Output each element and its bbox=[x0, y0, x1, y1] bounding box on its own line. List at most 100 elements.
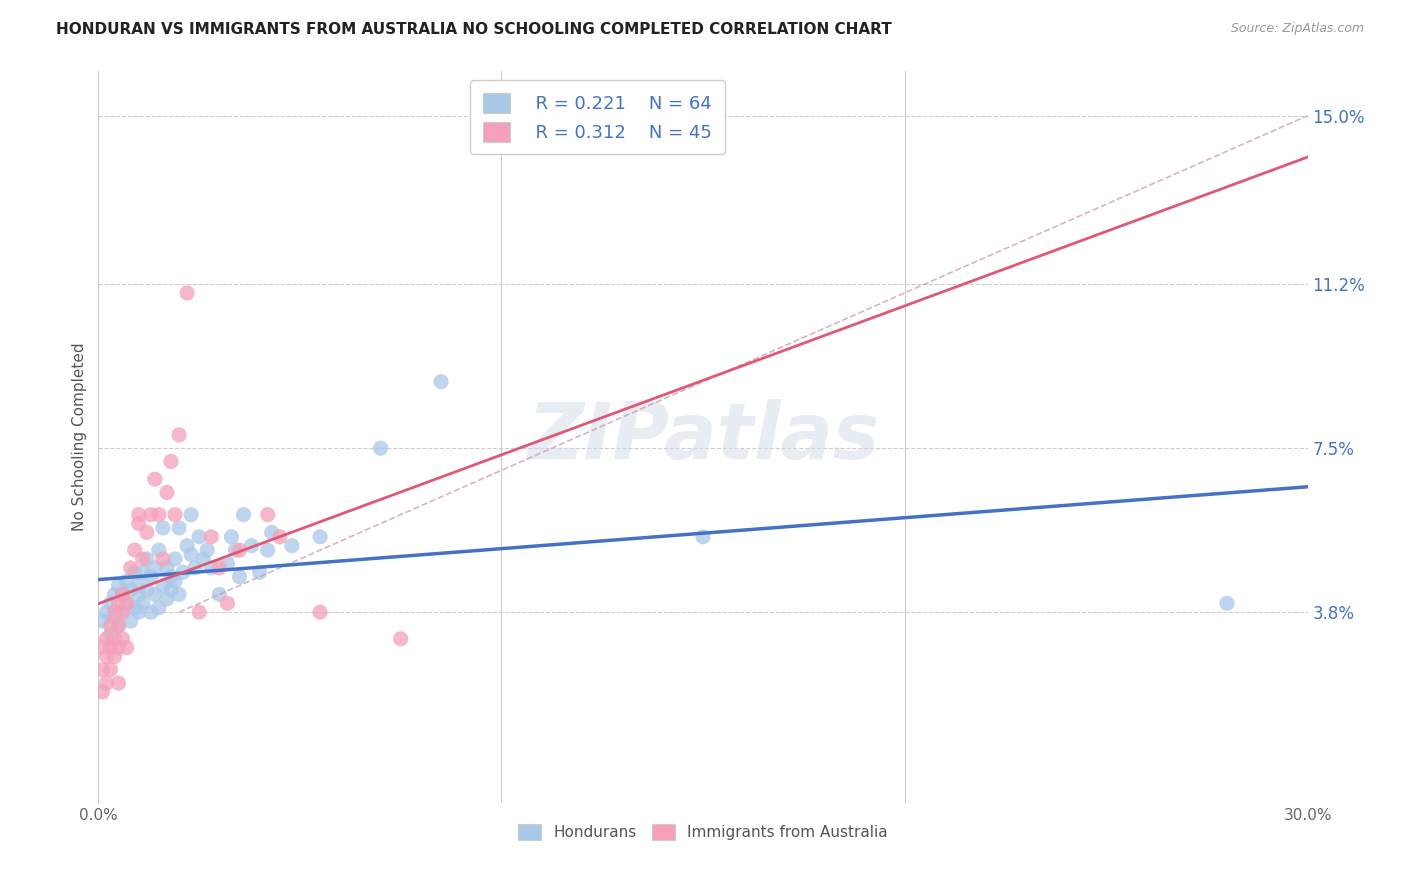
Point bbox=[180, 508, 202, 522]
Point bbox=[143, 561, 166, 575]
Point bbox=[156, 561, 179, 575]
Point bbox=[96, 676, 118, 690]
Point bbox=[200, 561, 222, 575]
Point bbox=[228, 570, 250, 584]
Point bbox=[107, 618, 129, 632]
Point bbox=[128, 516, 150, 531]
Text: Source: ZipAtlas.com: Source: ZipAtlas.com bbox=[1230, 22, 1364, 36]
Point bbox=[143, 587, 166, 601]
Point bbox=[188, 605, 211, 619]
Legend: Hondurans, Immigrants from Australia: Hondurans, Immigrants from Australia bbox=[512, 817, 894, 847]
Point bbox=[156, 591, 179, 606]
Point bbox=[180, 548, 202, 562]
Point bbox=[160, 582, 183, 597]
Point bbox=[152, 552, 174, 566]
Point bbox=[228, 543, 250, 558]
Point bbox=[309, 530, 332, 544]
Point bbox=[91, 614, 114, 628]
Point bbox=[103, 605, 125, 619]
Point bbox=[172, 566, 194, 580]
Point bbox=[281, 539, 304, 553]
Point bbox=[128, 578, 150, 592]
Point bbox=[208, 587, 231, 601]
Point bbox=[132, 552, 155, 566]
Point bbox=[135, 525, 157, 540]
Point bbox=[111, 605, 134, 619]
Point bbox=[103, 632, 125, 646]
Point bbox=[167, 428, 190, 442]
Point bbox=[91, 663, 114, 677]
Point bbox=[152, 521, 174, 535]
Point bbox=[256, 543, 278, 558]
Point bbox=[111, 587, 134, 601]
Point bbox=[128, 605, 150, 619]
Point bbox=[128, 508, 150, 522]
Point bbox=[188, 530, 211, 544]
Point bbox=[124, 600, 146, 615]
Point bbox=[200, 530, 222, 544]
Point bbox=[148, 508, 170, 522]
Point bbox=[100, 663, 122, 677]
Point bbox=[115, 596, 138, 610]
Point bbox=[135, 552, 157, 566]
Point bbox=[389, 632, 412, 646]
Point bbox=[111, 632, 134, 646]
Point bbox=[232, 508, 254, 522]
Point bbox=[115, 596, 138, 610]
Point bbox=[139, 570, 162, 584]
Point bbox=[100, 596, 122, 610]
Point bbox=[111, 605, 134, 619]
Point bbox=[163, 552, 186, 566]
Point bbox=[100, 618, 122, 632]
Point bbox=[167, 587, 190, 601]
Point bbox=[132, 596, 155, 610]
Point bbox=[124, 543, 146, 558]
Text: ZIPatlas: ZIPatlas bbox=[527, 399, 879, 475]
Point bbox=[100, 640, 122, 655]
Y-axis label: No Schooling Completed: No Schooling Completed bbox=[72, 343, 87, 532]
Point bbox=[148, 543, 170, 558]
Point bbox=[156, 485, 179, 500]
Point bbox=[221, 530, 243, 544]
Point bbox=[160, 570, 183, 584]
Point bbox=[249, 566, 271, 580]
Point bbox=[139, 508, 162, 522]
Point bbox=[132, 566, 155, 580]
Point bbox=[107, 618, 129, 632]
Point bbox=[1216, 596, 1239, 610]
Point bbox=[100, 627, 122, 641]
Point bbox=[135, 582, 157, 597]
Point bbox=[120, 561, 142, 575]
Point bbox=[96, 632, 118, 646]
Point bbox=[176, 539, 198, 553]
Point bbox=[143, 472, 166, 486]
Point bbox=[195, 543, 218, 558]
Point bbox=[217, 596, 239, 610]
Point bbox=[208, 561, 231, 575]
Point bbox=[692, 530, 714, 544]
Point bbox=[309, 605, 332, 619]
Point bbox=[430, 375, 453, 389]
Point bbox=[124, 566, 146, 580]
Point bbox=[217, 557, 239, 571]
Point bbox=[269, 530, 291, 544]
Point bbox=[148, 600, 170, 615]
Point bbox=[103, 609, 125, 624]
Point bbox=[115, 640, 138, 655]
Point bbox=[256, 508, 278, 522]
Point bbox=[193, 552, 215, 566]
Point bbox=[91, 640, 114, 655]
Point bbox=[120, 614, 142, 628]
Point bbox=[91, 685, 114, 699]
Point bbox=[184, 561, 207, 575]
Point bbox=[96, 649, 118, 664]
Point bbox=[107, 640, 129, 655]
Point bbox=[120, 582, 142, 597]
Point bbox=[163, 508, 186, 522]
Point bbox=[107, 596, 129, 610]
Point bbox=[103, 587, 125, 601]
Point bbox=[128, 587, 150, 601]
Point bbox=[176, 285, 198, 300]
Point bbox=[115, 574, 138, 589]
Point bbox=[160, 454, 183, 468]
